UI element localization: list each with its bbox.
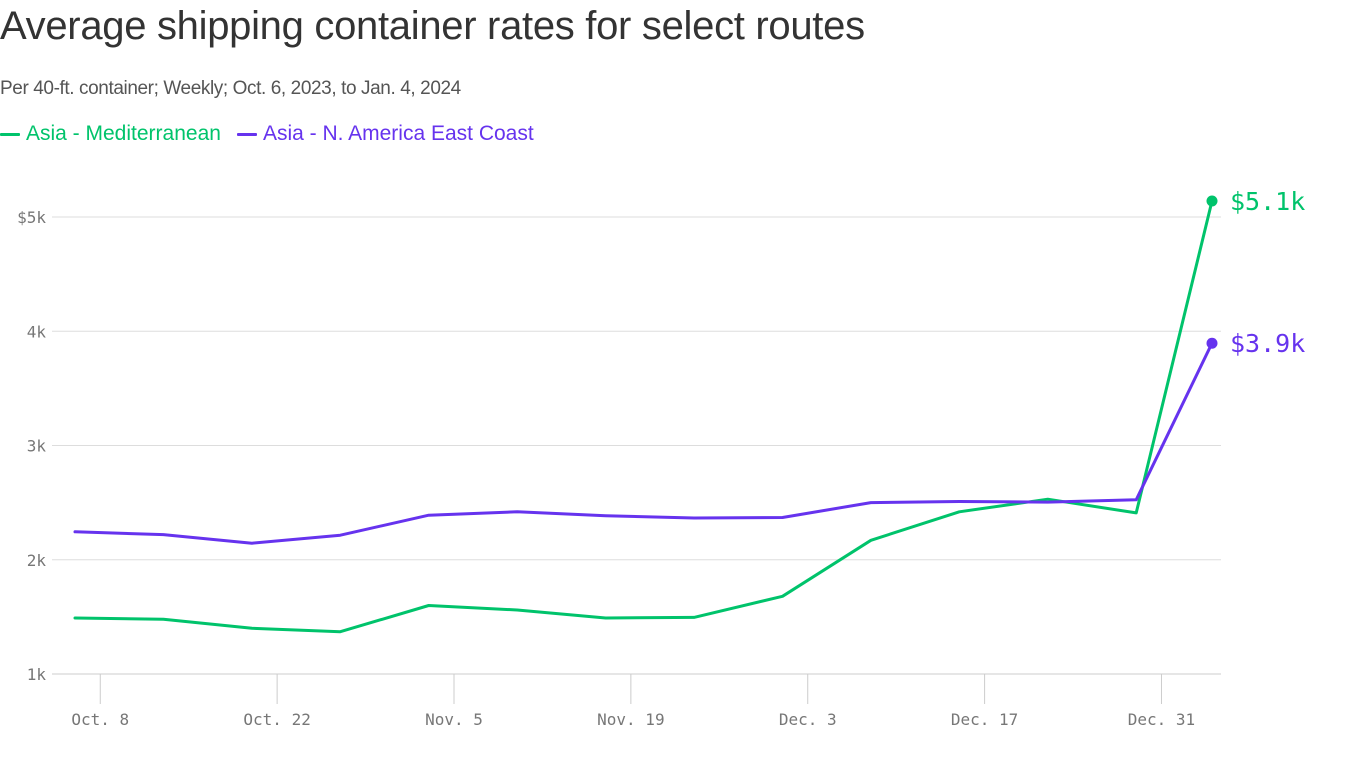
legend-swatch-asia-mediterranean	[0, 132, 20, 136]
y-tick-label-3000: 3k	[27, 437, 47, 456]
legend-item-asia-mediterranean: Asia - Mediterranean	[0, 122, 221, 146]
x-tick-label-3: Nov. 19	[597, 710, 664, 729]
end-label-0: $5.1k	[1230, 187, 1305, 216]
y-tick-label-1000: 1k	[27, 665, 47, 684]
series-line-0	[73, 199, 1214, 634]
x-tick-label-6: Dec. 31	[1128, 710, 1195, 729]
y-tick-label-2000: 2k	[27, 551, 47, 570]
legend-label-asia-mediterranean: Asia - Mediterranean	[26, 122, 221, 145]
x-tick-label-2: Nov. 5	[425, 710, 483, 729]
grid-lines	[52, 216, 1221, 675]
series-line-1	[73, 341, 1214, 545]
legend-swatch-asia-na-east-coast	[236, 132, 257, 136]
chart-title: Average shipping container rates for sel…	[0, 4, 865, 48]
x-tick-label-5: Dec. 17	[951, 710, 1018, 729]
legend-label-asia-na-east-coast: Asia - N. America East Coast	[262, 122, 534, 145]
y-tick-label-4000: 4k	[27, 322, 47, 341]
x-tick-label-4: Dec. 3	[779, 710, 837, 729]
axes: 1k 2k 3k 4k $5k Oct. 8 Oct. 22 Nov. 5 Nov. 19 Dec…	[17, 208, 1195, 729]
y-tick-label-5000: $5k	[17, 208, 46, 227]
end-labels: $5.1k $3.9k	[1230, 187, 1305, 358]
series-end-dot-0	[1206, 195, 1218, 207]
end-label-1: $3.9k	[1230, 329, 1305, 358]
x-tick-label-0: Oct. 8	[71, 710, 129, 729]
x-tick-label-1: Oct. 22	[243, 710, 310, 729]
legend: Asia - Mediterranean Asia - N. America E…	[0, 122, 550, 146]
series-lines	[73, 195, 1218, 634]
chart-subtitle: Per 40-ft. container; Weekly; Oct. 6, 20…	[0, 78, 461, 99]
legend-item-asia-na-east-coast: Asia - N. America East Coast	[236, 122, 534, 146]
series-end-dot-1	[1206, 337, 1218, 349]
